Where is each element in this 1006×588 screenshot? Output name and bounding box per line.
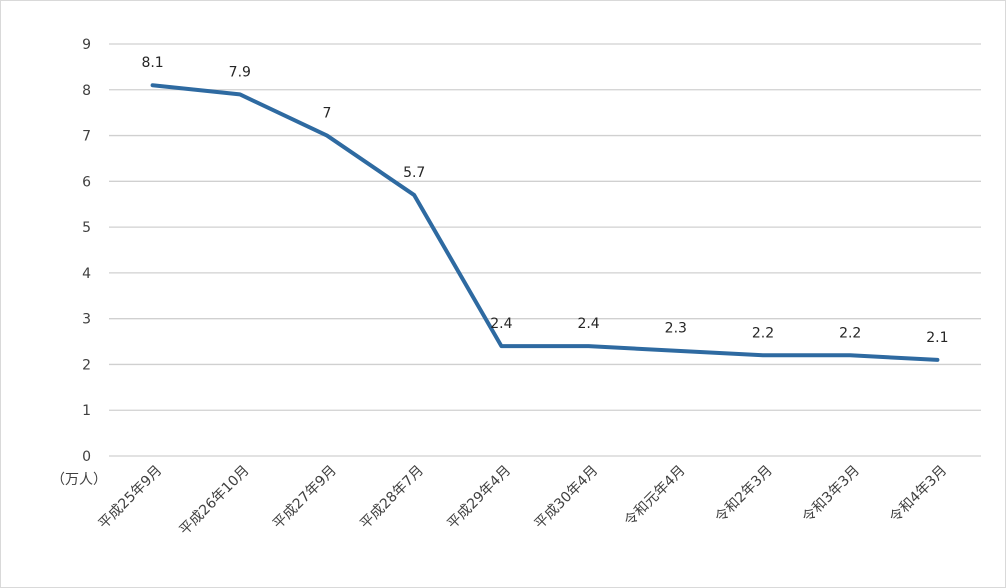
gridlines (109, 43, 981, 457)
y-tick-label: 5 (82, 220, 91, 236)
y-tick-label: 2 (82, 357, 91, 373)
x-tick-label: 令和4年3月 (887, 463, 951, 527)
data-label: 2.1 (926, 330, 948, 346)
y-tick-label: 8 (82, 83, 91, 99)
y-tick-label: 0 (82, 449, 91, 465)
y-axis-unit-label: （万人） (51, 472, 107, 488)
y-tick-label: 1 (82, 403, 91, 419)
data-label: 2.2 (752, 325, 774, 341)
data-label: 2.4 (577, 316, 599, 332)
x-tick-label: 平成29年4月 (444, 463, 514, 533)
y-tick-label: 4 (82, 266, 91, 282)
data-label: 2.3 (665, 321, 687, 337)
x-tick-label: 令和2年3月 (712, 463, 776, 527)
data-label: 7 (323, 106, 332, 122)
data-labels: 8.1 7.9 7 5.7 2.4 2.4 2.3 2.2 2.2 2.1 (141, 55, 948, 346)
x-tick-label: 令和元年4月 (622, 463, 689, 530)
x-tick-label: 平成26年10月 (177, 463, 253, 539)
data-label: 5.7 (403, 165, 425, 181)
y-tick-label: 7 (82, 129, 91, 145)
data-label: 2.2 (839, 325, 861, 341)
data-label: 7.9 (229, 64, 251, 80)
y-tick-label: 6 (82, 174, 91, 190)
series-line-group (150, 83, 940, 362)
x-tick-label: 平成28年7月 (357, 463, 427, 533)
data-label: 8.1 (141, 55, 163, 71)
x-tick-label: 平成27年9月 (270, 463, 340, 533)
x-tick-label: 平成30年4月 (532, 463, 602, 533)
y-tick-label: 3 (82, 312, 91, 328)
data-label: 2.4 (490, 316, 512, 332)
y-axis-ticks: 0 1 2 3 4 5 6 7 8 9 (82, 37, 91, 465)
x-axis-ticks: 平成25年9月 平成26年10月 平成27年9月 平成28年7月 平成29年4月 平成30… (96, 463, 951, 539)
y-tick-label: 9 (82, 37, 91, 53)
x-tick-label: 令和3年3月 (800, 463, 864, 527)
series-line (150, 83, 940, 362)
